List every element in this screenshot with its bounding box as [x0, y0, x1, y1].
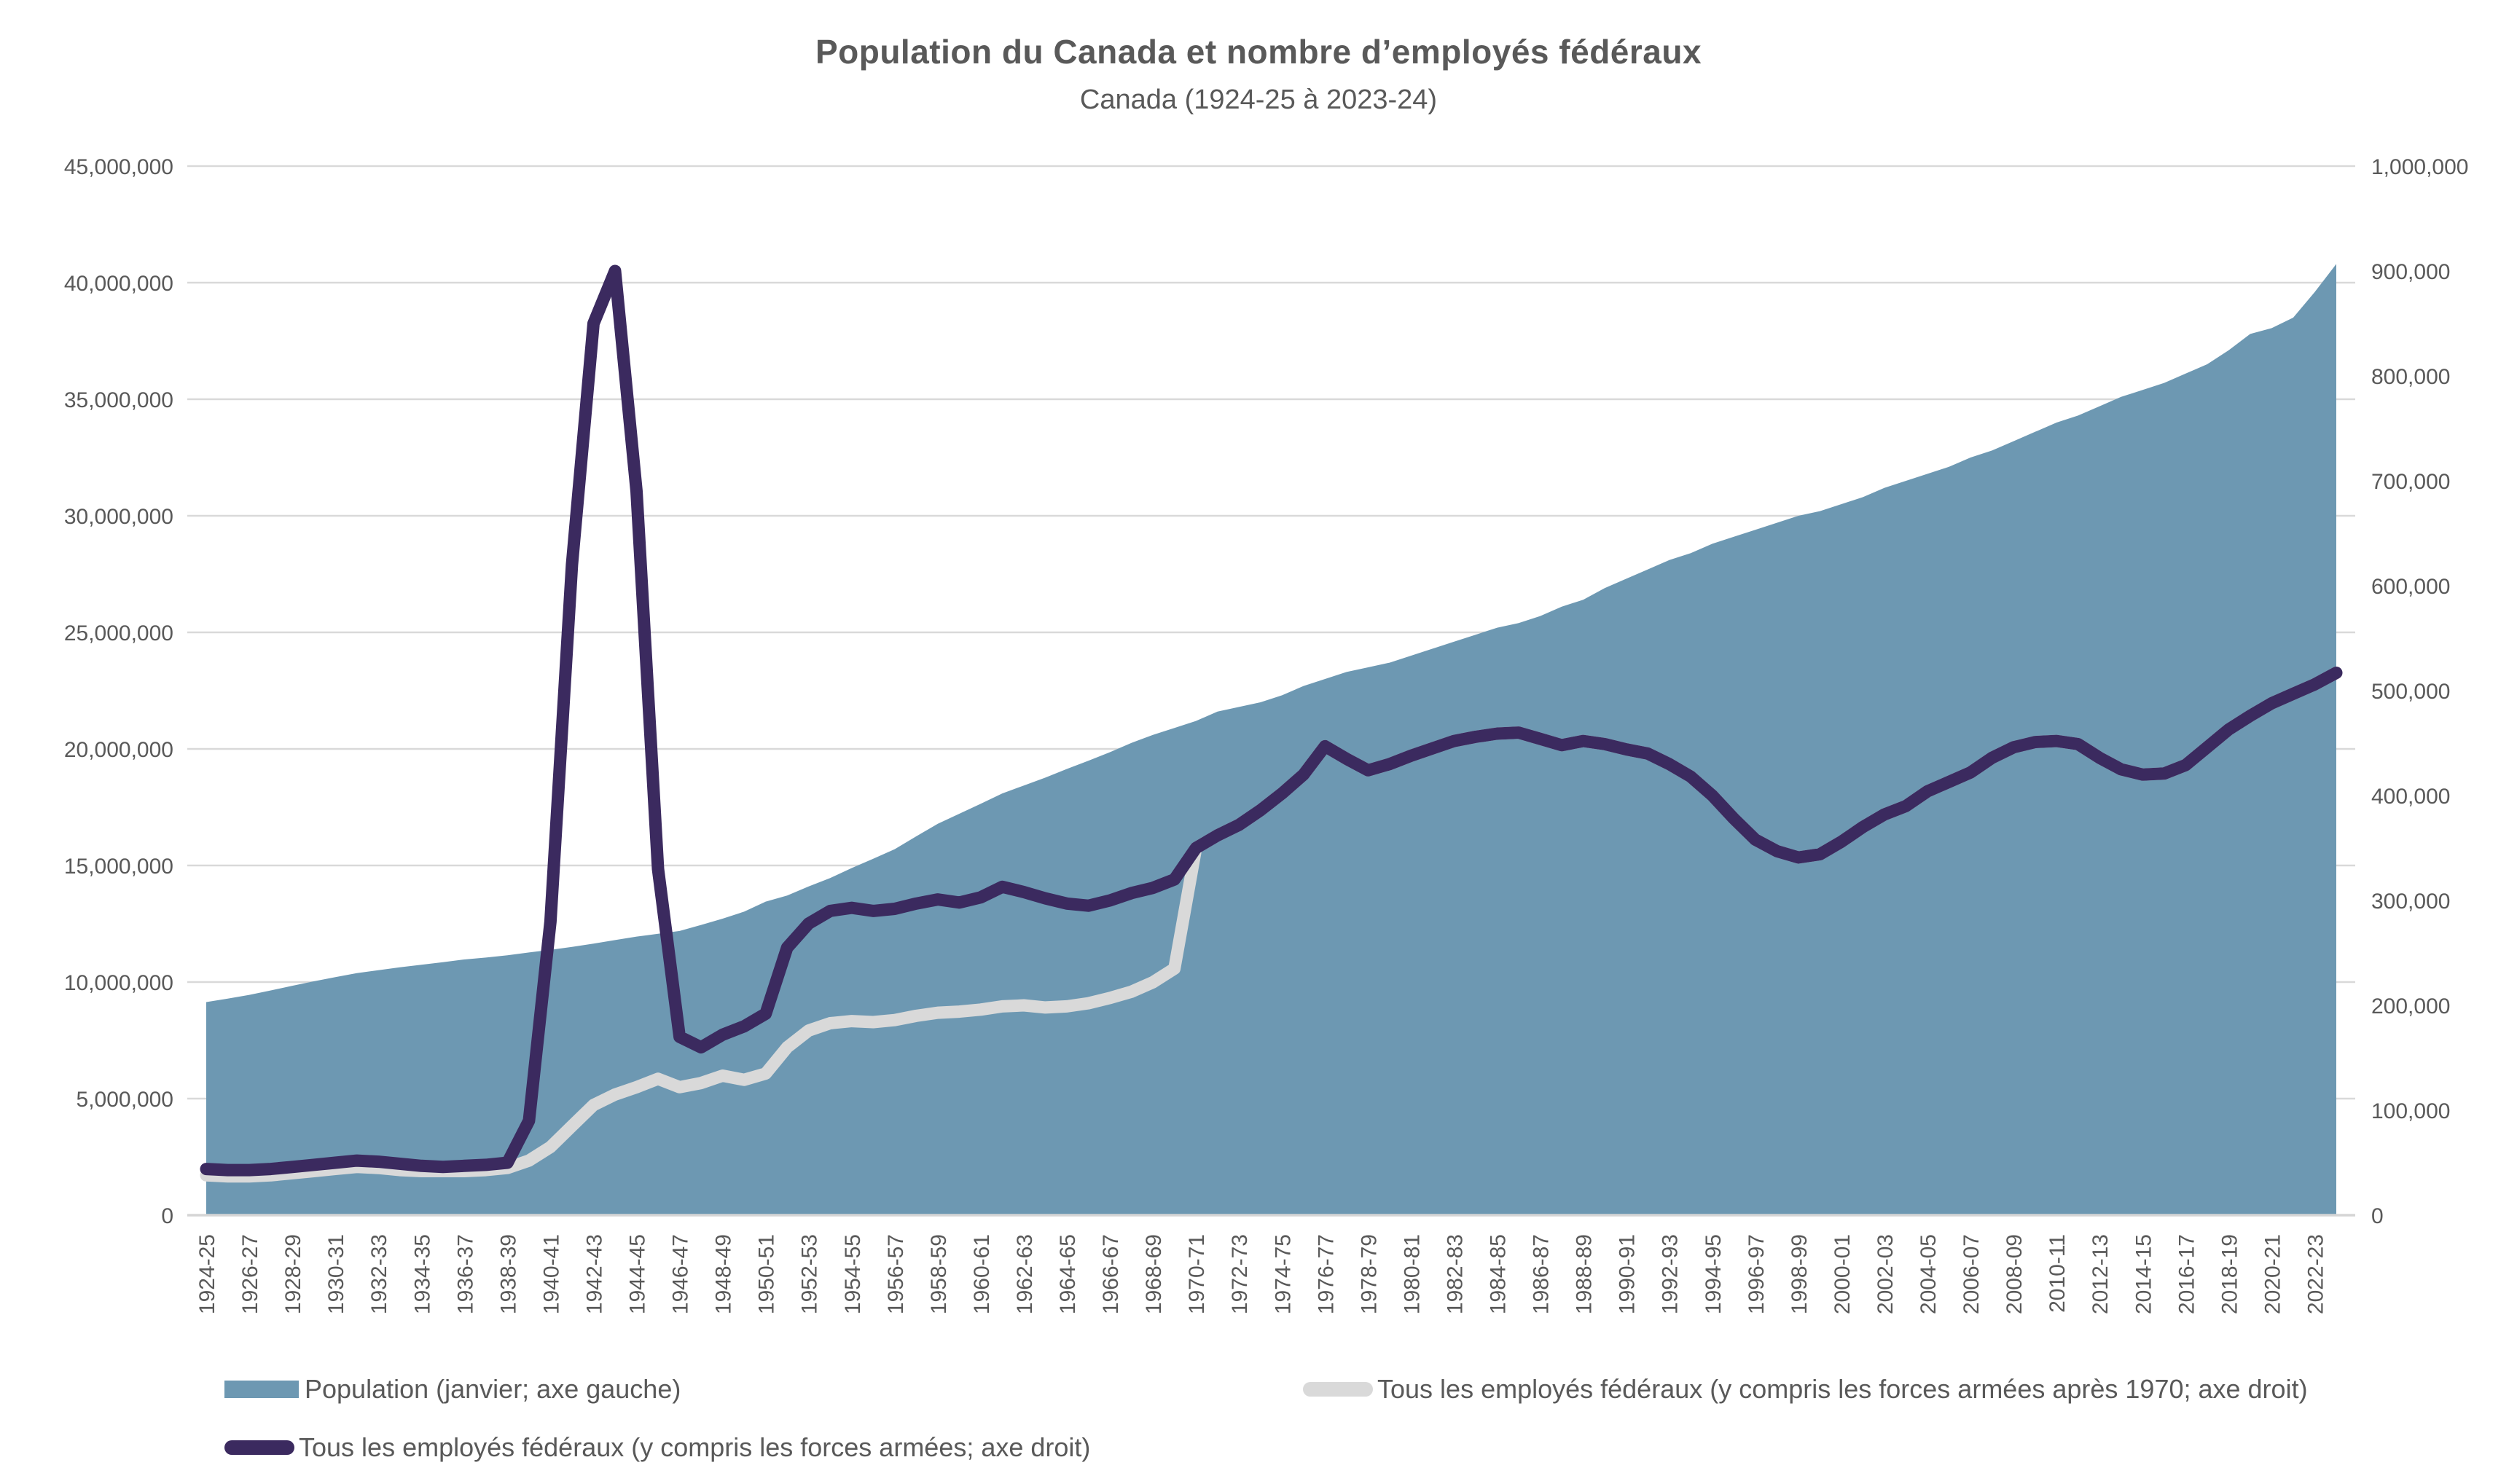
x-axis-tick-label: 2006-07: [1960, 1234, 1984, 1314]
legend-label-population: Population (janvier; axe gauche): [305, 1374, 681, 1404]
x-axis-tick-label: 1974-75: [1271, 1234, 1295, 1314]
left-axis-tick-label: 35,000,000: [64, 388, 173, 412]
x-axis-tick-label: 1972-73: [1228, 1234, 1252, 1314]
population-area: [206, 264, 2336, 1215]
federal-after1970-swatch: [1303, 1382, 1373, 1397]
right-axis-tick-label: 700,000: [2371, 470, 2450, 494]
x-axis-tick-label: 2000-01: [1831, 1234, 1855, 1314]
x-axis-tick-label: 1942-43: [582, 1234, 606, 1314]
right-axis-tick-label: 800,000: [2371, 365, 2450, 389]
x-axis-tick-label: 2012-13: [2089, 1234, 2113, 1314]
left-axis-tick-label: 40,000,000: [64, 272, 173, 296]
right-axis-tick-label: 500,000: [2371, 680, 2450, 704]
right-axis-tick-label: 900,000: [2371, 260, 2450, 284]
left-axis-tick-label: 0: [161, 1204, 173, 1228]
x-axis-tick-label: 1984-85: [1487, 1234, 1511, 1314]
right-axis-tick-label: 400,000: [2371, 785, 2450, 809]
left-axis-tick-label: 15,000,000: [64, 855, 173, 879]
x-axis-tick-label: 2020-21: [2260, 1234, 2285, 1314]
x-axis-tick-label: 1952-53: [798, 1234, 822, 1314]
left-axis-tick-label: 10,000,000: [64, 971, 173, 995]
x-axis-tick-label: 1946-47: [669, 1234, 693, 1314]
x-axis-tick-label: 1938-39: [496, 1234, 520, 1314]
x-axis-tick-label: 1958-59: [927, 1234, 951, 1314]
left-axis-tick-label: 20,000,000: [64, 738, 173, 762]
x-axis-tick-label: 2016-17: [2175, 1234, 2199, 1314]
x-axis-tick-label: 1970-71: [1185, 1234, 1209, 1314]
x-axis-tick-label: 2022-23: [2303, 1234, 2328, 1314]
x-axis-tick-label: 1956-57: [884, 1234, 908, 1314]
x-axis-tick-label: 2010-11: [2046, 1234, 2070, 1313]
x-axis-tick-label: 1924-25: [195, 1234, 219, 1314]
x-axis-tick-label: 2018-19: [2217, 1234, 2242, 1314]
x-axis-tick-label: 1936-37: [453, 1234, 477, 1314]
x-axis-tick-label: 2004-05: [1917, 1234, 1941, 1314]
x-axis-tick-label: 1980-81: [1400, 1234, 1424, 1314]
x-axis-tick-label: 2002-03: [1874, 1234, 1898, 1314]
right-axis-tick-label: 300,000: [2371, 890, 2450, 914]
legend-item-federal-all: Tous les employés fédéraux (y compris le…: [224, 1432, 1090, 1463]
x-axis-tick-label: 1928-29: [281, 1234, 305, 1314]
federal-all-swatch: [224, 1440, 294, 1455]
federal-all-line: [200, 264, 2343, 1177]
x-axis-tick-label: 1962-63: [1013, 1234, 1037, 1314]
chart-subtitle: Canada (1924-25 à 2023-24): [1079, 85, 1438, 115]
x-axis-tick-label: 1940-41: [539, 1234, 563, 1314]
legend-item-federal-after1970: Tous les employés fédéraux (y compris le…: [1303, 1374, 2308, 1405]
x-axis-tick-label: 1948-49: [712, 1234, 736, 1314]
x-axis-tick-label: 1932-33: [367, 1234, 391, 1314]
x-axis-tick-label: 1998-99: [1788, 1234, 1812, 1314]
x-axis-tick-label: 1996-97: [1745, 1234, 1769, 1314]
x-axis-tick-label: 1954-55: [841, 1234, 865, 1314]
x-axis-tick-label: 1988-89: [1573, 1234, 1597, 1314]
legend-item-population: Population (janvier; axe gauche): [224, 1374, 681, 1405]
x-axis-tick-label: 1976-77: [1314, 1234, 1338, 1314]
right-axis-tick-label: 0: [2371, 1204, 2384, 1228]
right-axis-tick-label: 600,000: [2371, 575, 2450, 599]
left-axis-tick-label: 30,000,000: [64, 505, 173, 529]
left-axis-labels: 0 5,000,000 10,000,000 15,000,000 20,000,000…: [64, 155, 173, 1228]
x-axis-tick-label: 1978-79: [1357, 1234, 1381, 1314]
right-axis-tick-label: 200,000: [2371, 994, 2450, 1018]
x-axis-tick-label: 1964-65: [1056, 1234, 1080, 1314]
legend-label-federal-after1970: Tous les employés fédéraux (y compris le…: [1377, 1374, 2308, 1404]
x-axis-tick-label: 1994-95: [1702, 1234, 1726, 1314]
right-axis-tick-label: 100,000: [2371, 1099, 2450, 1123]
x-axis-tick-label: 1992-93: [1659, 1234, 1683, 1314]
x-axis-tick-label: 1986-87: [1530, 1234, 1554, 1314]
x-axis-tick-label: 1966-67: [1099, 1234, 1123, 1314]
right-axis-labels: 0 100,000 200,000 300,000 400,000 500,000 600,…: [2371, 155, 2468, 1228]
x-axis-tick-label: 1990-91: [1616, 1234, 1640, 1314]
x-axis-tick-label: 2014-15: [2132, 1234, 2156, 1314]
population-swatch: [224, 1381, 299, 1398]
x-axis-tick-label: 1944-45: [626, 1234, 650, 1314]
x-axis-tick-label: 1960-61: [970, 1234, 994, 1314]
x-axis-tick-label: 2008-09: [2003, 1234, 2027, 1314]
x-axis-tick-label: 1968-69: [1142, 1234, 1166, 1314]
chart-title: Population du Canada et nombre d’employé…: [815, 33, 1702, 71]
x-axis-tick-label: 1930-31: [324, 1234, 348, 1314]
right-axis-tick-label: 1,000,000: [2371, 155, 2468, 179]
x-axis-tick-label: 1926-27: [238, 1234, 262, 1314]
x-axis-labels: 1924-25 1926-27 1928-29 1930-31 1932-33 1934-…: [195, 1234, 2328, 1314]
left-axis-tick-label: 5,000,000: [77, 1088, 173, 1112]
x-axis-tick-label: 1934-35: [410, 1234, 434, 1314]
x-axis-tick-label: 1950-51: [755, 1234, 779, 1314]
x-axis-tick-label: 1982-83: [1443, 1234, 1467, 1314]
left-axis-tick-label: 25,000,000: [64, 621, 173, 645]
left-axis-tick-label: 45,000,000: [64, 155, 173, 179]
legend-label-federal-all: Tous les employés fédéraux (y compris le…: [299, 1432, 1091, 1462]
